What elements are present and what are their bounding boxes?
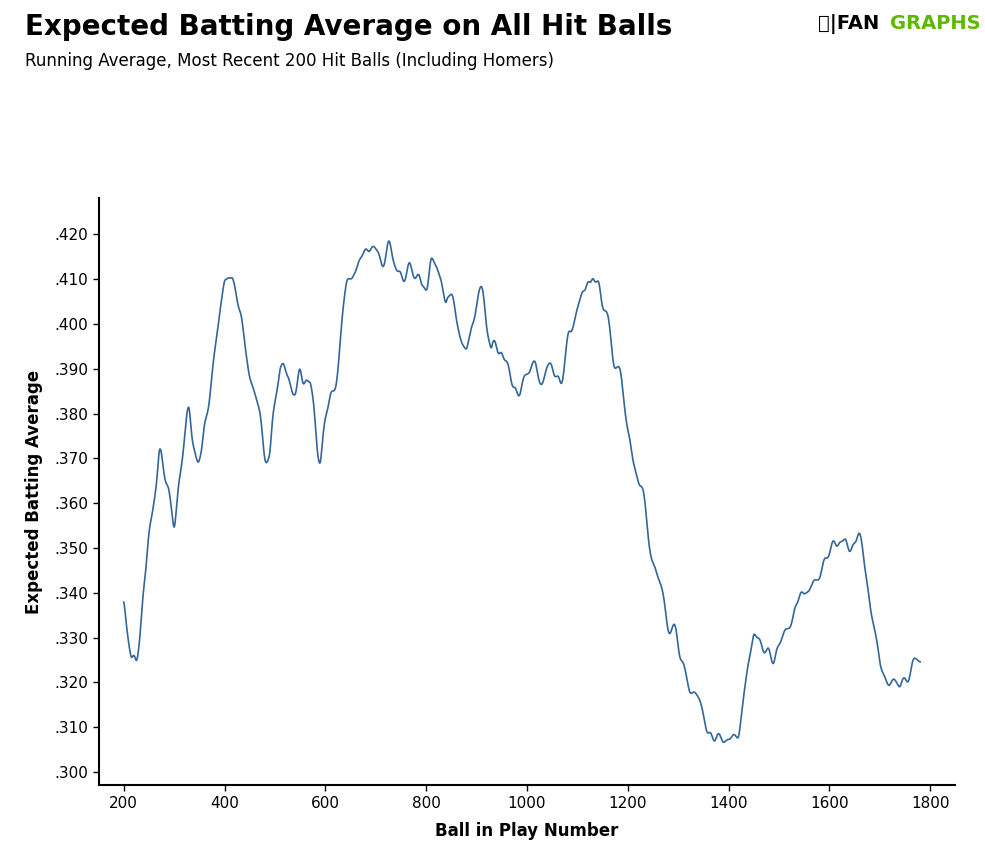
Text: Expected Batting Average on All Hit Balls: Expected Batting Average on All Hit Ball…: [25, 13, 672, 41]
Y-axis label: Expected Batting Average: Expected Batting Average: [25, 370, 43, 614]
X-axis label: Ball in Play Number: Ball in Play Number: [435, 822, 619, 840]
Text: Running Average, Most Recent 200 Hit Balls (Including Homers): Running Average, Most Recent 200 Hit Bal…: [25, 52, 554, 70]
Text: ⛹|FAN: ⛹|FAN: [818, 14, 879, 34]
Text: GRAPHS: GRAPHS: [890, 14, 981, 33]
